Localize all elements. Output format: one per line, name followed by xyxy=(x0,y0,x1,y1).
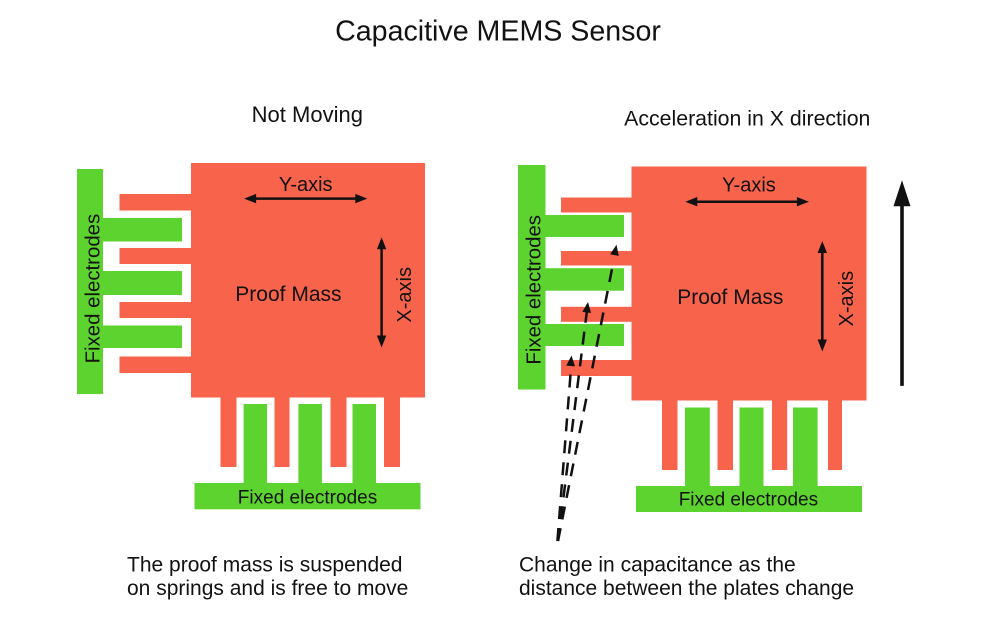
svg-text:Fixed electrodes: Fixed electrodes xyxy=(83,214,105,364)
svg-text:distance between the plates ch: distance between the plates change xyxy=(519,577,854,600)
svg-text:Proof Mass: Proof Mass xyxy=(677,286,783,309)
svg-text:Fixed electrodes: Fixed electrodes xyxy=(523,215,545,365)
svg-text:Fixed electrodes: Fixed electrodes xyxy=(679,490,818,511)
svg-text:Fixed electrodes: Fixed electrodes xyxy=(238,487,377,508)
svg-text:Proof Mass: Proof Mass xyxy=(235,283,341,306)
svg-text:X-axis: X-axis xyxy=(394,267,416,323)
svg-text:Capacitive MEMS Sensor: Capacitive MEMS Sensor xyxy=(335,16,661,48)
svg-text:Change in capacitance as the: Change in capacitance as the xyxy=(519,553,796,576)
svg-text:Y-axis: Y-axis xyxy=(279,174,333,196)
svg-text:X-axis: X-axis xyxy=(836,271,858,327)
svg-text:Acceleration in X direction: Acceleration in X direction xyxy=(624,106,870,130)
svg-text:Not Moving: Not Moving xyxy=(252,102,363,127)
svg-text:on springs and is free to move: on springs and is free to move xyxy=(127,577,408,600)
svg-text:The proof mass is suspended: The proof mass is suspended xyxy=(127,553,402,576)
svg-text:Y-axis: Y-axis xyxy=(722,174,776,196)
